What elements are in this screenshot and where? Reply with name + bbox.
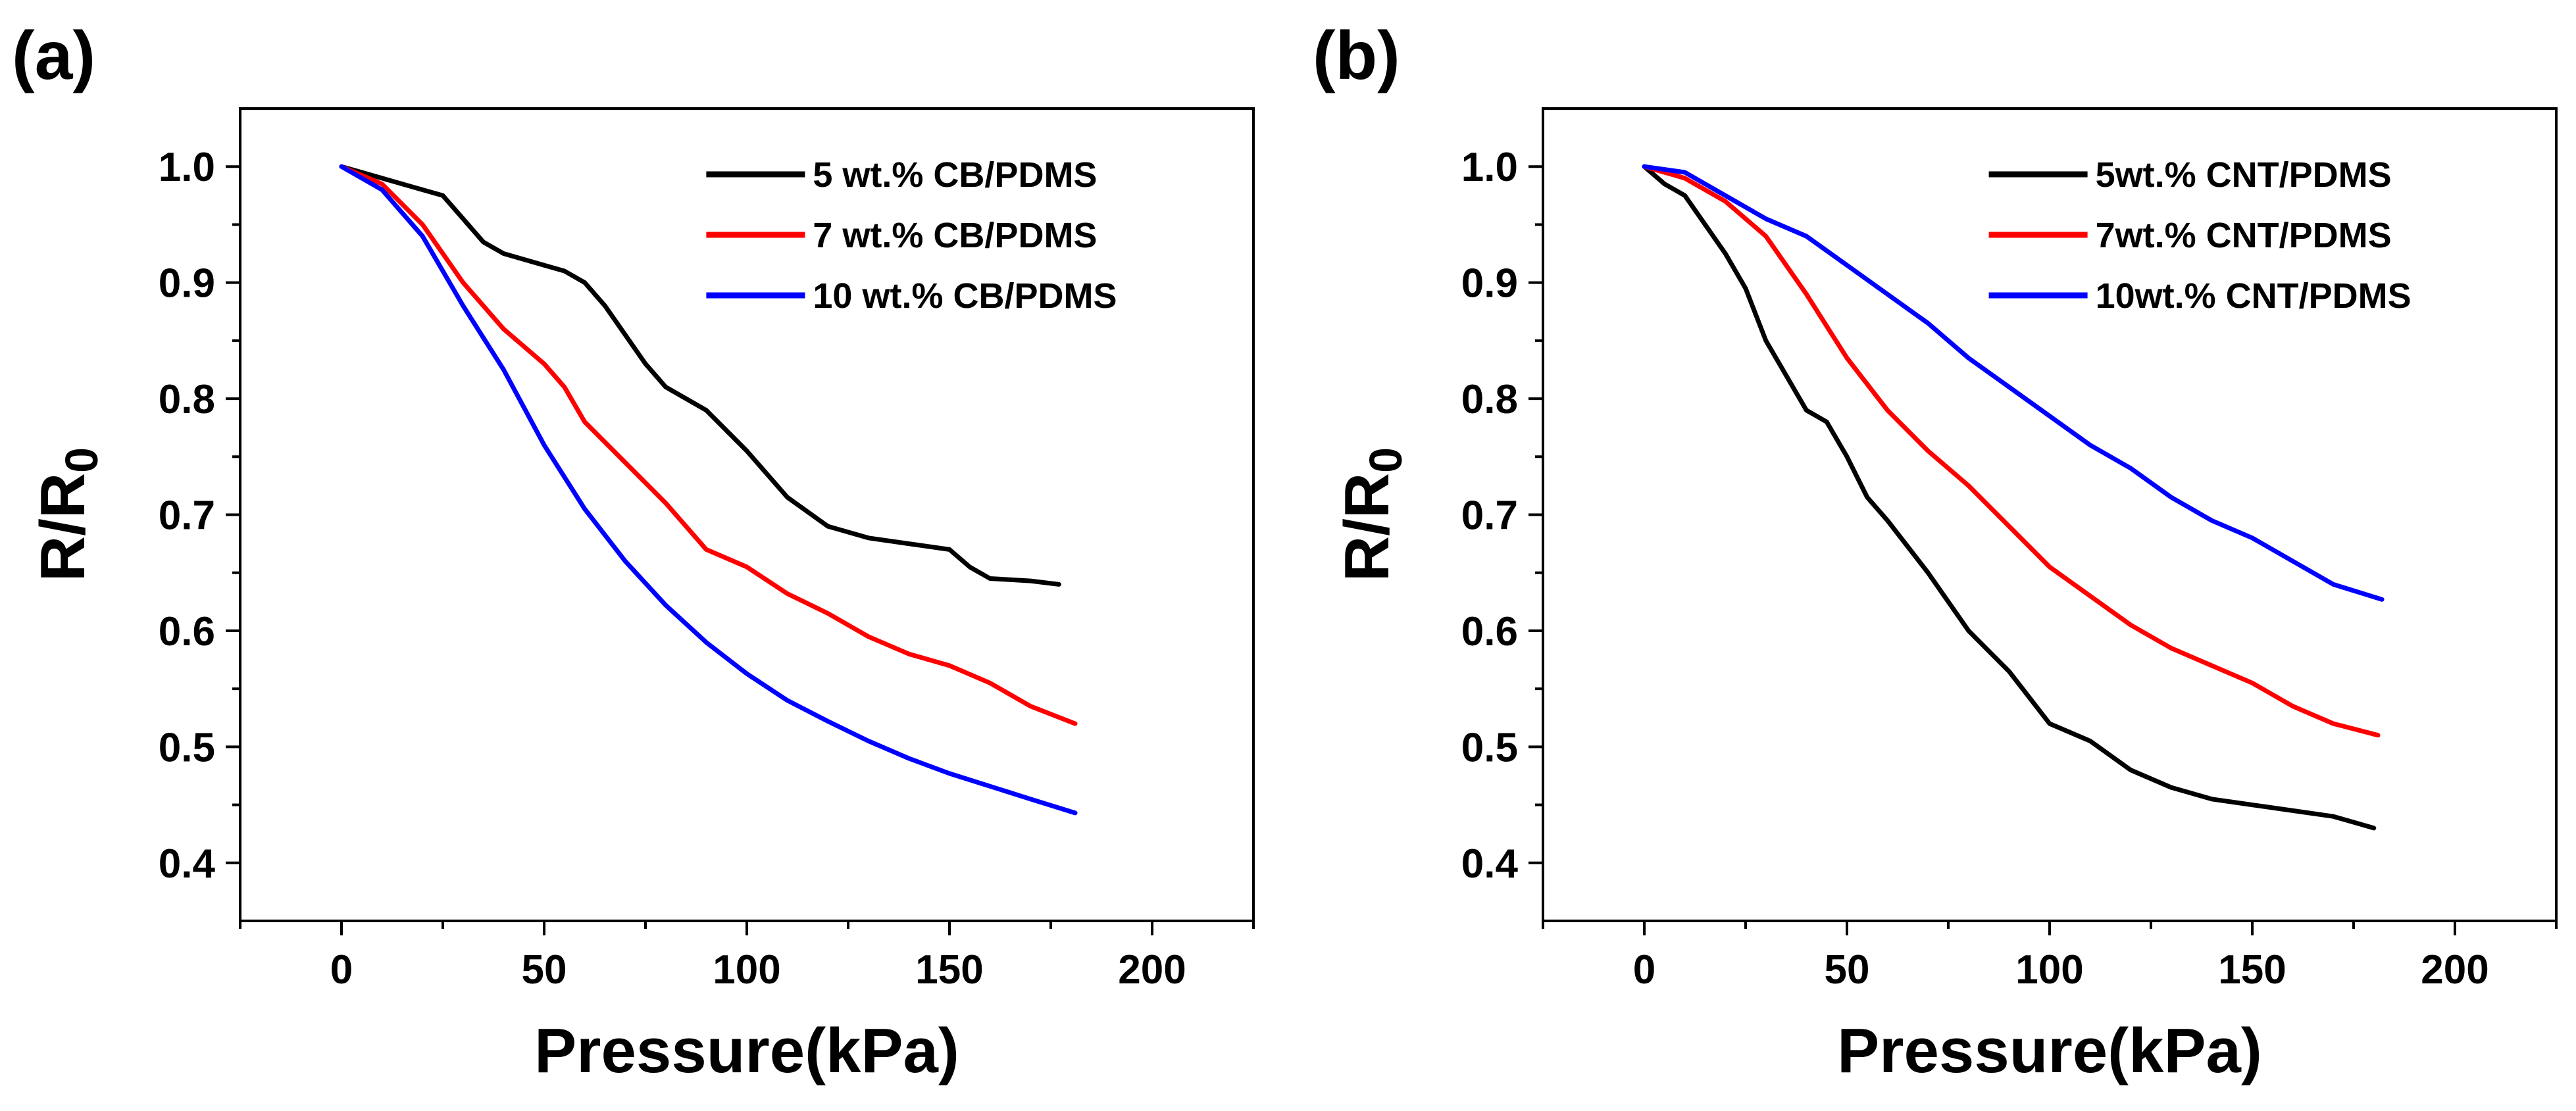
- y-tick-label: 0.4: [159, 841, 216, 887]
- y-tick-label: 0.9: [1461, 261, 1518, 307]
- legend-label: 10wt.% CNT/PDMS: [2096, 276, 2412, 316]
- panel-a: (a) 0.4 0.5 0.6 0.7 0.8 0.9 1.0 0 50 100 150 200 5…: [12, 18, 1255, 1086]
- x-tick-label: 150: [2218, 947, 2286, 993]
- y-ticks: 0.4 0.5 0.6 0.7 0.8 0.9 1.0: [159, 145, 240, 887]
- legend-label: 7 wt.% CB/PDMS: [813, 216, 1097, 255]
- legend-label: 7wt.% CNT/PDMS: [2096, 216, 2392, 255]
- y-tick-label: 1.0: [159, 145, 215, 190]
- x-tick-label: 200: [1118, 947, 1186, 993]
- y-tick-label: 0.7: [1461, 493, 1518, 539]
- legend: 5wt.% CNT/PDMS 7wt.% CNT/PDMS 10wt.% CNT/P…: [1988, 155, 2412, 316]
- x-axis-title: Pressure(kPa): [1837, 1016, 2262, 1086]
- x-axis-title: Pressure(kPa): [534, 1016, 959, 1086]
- y-axis-title: R/R0: [1332, 447, 1411, 581]
- series-line-1: [1642, 164, 2377, 831]
- y-ticks: 0.4 0.5 0.6 0.7 0.8 0.9 1.0: [1461, 145, 1543, 887]
- y-tick-label: 0.4: [1461, 841, 1519, 887]
- series-line-3: [1642, 164, 2385, 602]
- panel-label: (b): [1313, 18, 1400, 94]
- x-tick-label: 0: [1633, 947, 1655, 993]
- y-tick-label: 0.8: [1461, 377, 1518, 422]
- y-tick-label: 0.8: [159, 377, 215, 422]
- y-tick-label: 1.0: [1461, 145, 1518, 190]
- legend-label: 5wt.% CNT/PDMS: [2096, 155, 2392, 195]
- series-line-3: [339, 164, 1078, 816]
- y-tick-label: 0.7: [159, 493, 215, 539]
- series-line-1: [339, 164, 1061, 587]
- legend-label: 10 wt.% CB/PDMS: [813, 276, 1117, 316]
- legend: 5 wt.% CB/PDMS 7 wt.% CB/PDMS 10 wt.% CB/P…: [706, 155, 1117, 316]
- y-tick-label: 0.9: [159, 261, 215, 307]
- legend-label: 5 wt.% CB/PDMS: [813, 155, 1097, 195]
- x-ticks: 0 50 100 150 200: [1542, 921, 2558, 993]
- y-axis-title: R/R0: [28, 447, 107, 581]
- y-tick-label: 0.5: [159, 725, 215, 770]
- x-tick-label: 200: [2421, 947, 2488, 993]
- series-group: [1642, 164, 2385, 831]
- plot-frame: [1542, 107, 2558, 922]
- series-group: [339, 164, 1078, 816]
- x-tick-label: 0: [330, 947, 353, 993]
- x-tick-label: 50: [1825, 947, 1870, 993]
- panel-b: (b) 0.4 0.5 0.6 0.7 0.8 0.9 1.0 0 50 100 150 200 5…: [1313, 18, 2558, 1086]
- y-tick-label: 0.6: [1461, 609, 1518, 654]
- y-tick-label: 0.5: [1461, 725, 1518, 770]
- series-line-2: [1642, 164, 2381, 738]
- plot-frame: [239, 107, 1255, 922]
- panel-label: (a): [12, 18, 95, 94]
- series-line-2: [339, 164, 1078, 726]
- x-tick-label: 100: [713, 947, 780, 993]
- x-tick-label: 150: [915, 947, 983, 993]
- x-tick-label: 100: [2015, 947, 2083, 993]
- y-tick-label: 0.6: [159, 609, 215, 654]
- x-tick-label: 50: [522, 947, 567, 993]
- x-ticks: 0 50 100 150 200: [239, 921, 1255, 993]
